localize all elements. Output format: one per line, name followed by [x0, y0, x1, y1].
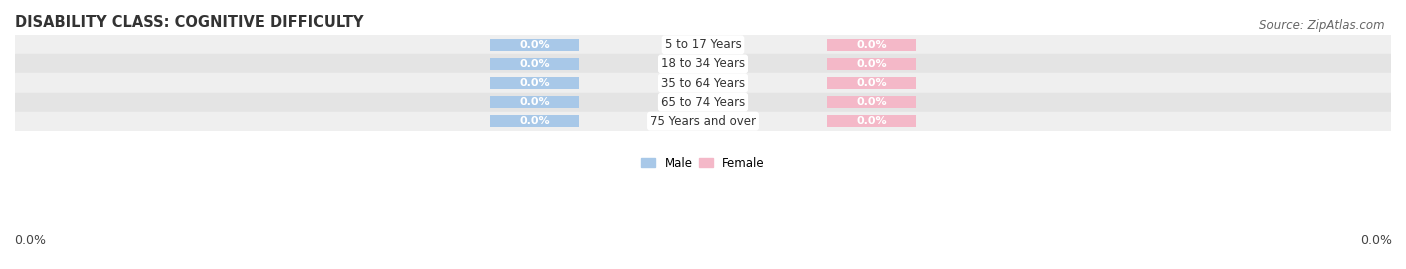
Bar [827, 115, 917, 127]
Bar [15, 35, 1391, 54]
Bar [15, 73, 1391, 93]
Text: 35 to 64 Years: 35 to 64 Years [661, 76, 745, 90]
Bar [827, 39, 917, 51]
Text: 0.0%: 0.0% [519, 78, 550, 88]
Bar [489, 96, 579, 108]
Text: 0.0%: 0.0% [519, 97, 550, 107]
Bar [15, 112, 1391, 131]
Text: 0.0%: 0.0% [856, 78, 887, 88]
Text: 0.0%: 0.0% [519, 59, 550, 69]
Bar [15, 93, 1391, 112]
Bar [489, 115, 579, 127]
Bar [489, 58, 579, 70]
Bar [827, 58, 917, 70]
Text: Source: ZipAtlas.com: Source: ZipAtlas.com [1260, 19, 1385, 32]
Bar [827, 77, 917, 89]
Text: 0.0%: 0.0% [519, 116, 550, 126]
Bar [489, 77, 579, 89]
Text: 0.0%: 0.0% [856, 97, 887, 107]
Text: 0.0%: 0.0% [856, 59, 887, 69]
Bar [15, 54, 1391, 73]
Text: 0.0%: 0.0% [856, 40, 887, 50]
Bar [827, 96, 917, 108]
Legend: Male, Female: Male, Female [637, 152, 769, 174]
Text: 0.0%: 0.0% [14, 235, 46, 247]
Text: 0.0%: 0.0% [856, 116, 887, 126]
Text: 5 to 17 Years: 5 to 17 Years [665, 38, 741, 51]
Text: 75 Years and over: 75 Years and over [650, 115, 756, 128]
Text: 0.0%: 0.0% [1360, 235, 1392, 247]
Bar [489, 39, 579, 51]
Text: 65 to 74 Years: 65 to 74 Years [661, 95, 745, 109]
Text: 18 to 34 Years: 18 to 34 Years [661, 58, 745, 70]
Text: DISABILITY CLASS: COGNITIVE DIFFICULTY: DISABILITY CLASS: COGNITIVE DIFFICULTY [15, 15, 364, 30]
Text: 0.0%: 0.0% [519, 40, 550, 50]
